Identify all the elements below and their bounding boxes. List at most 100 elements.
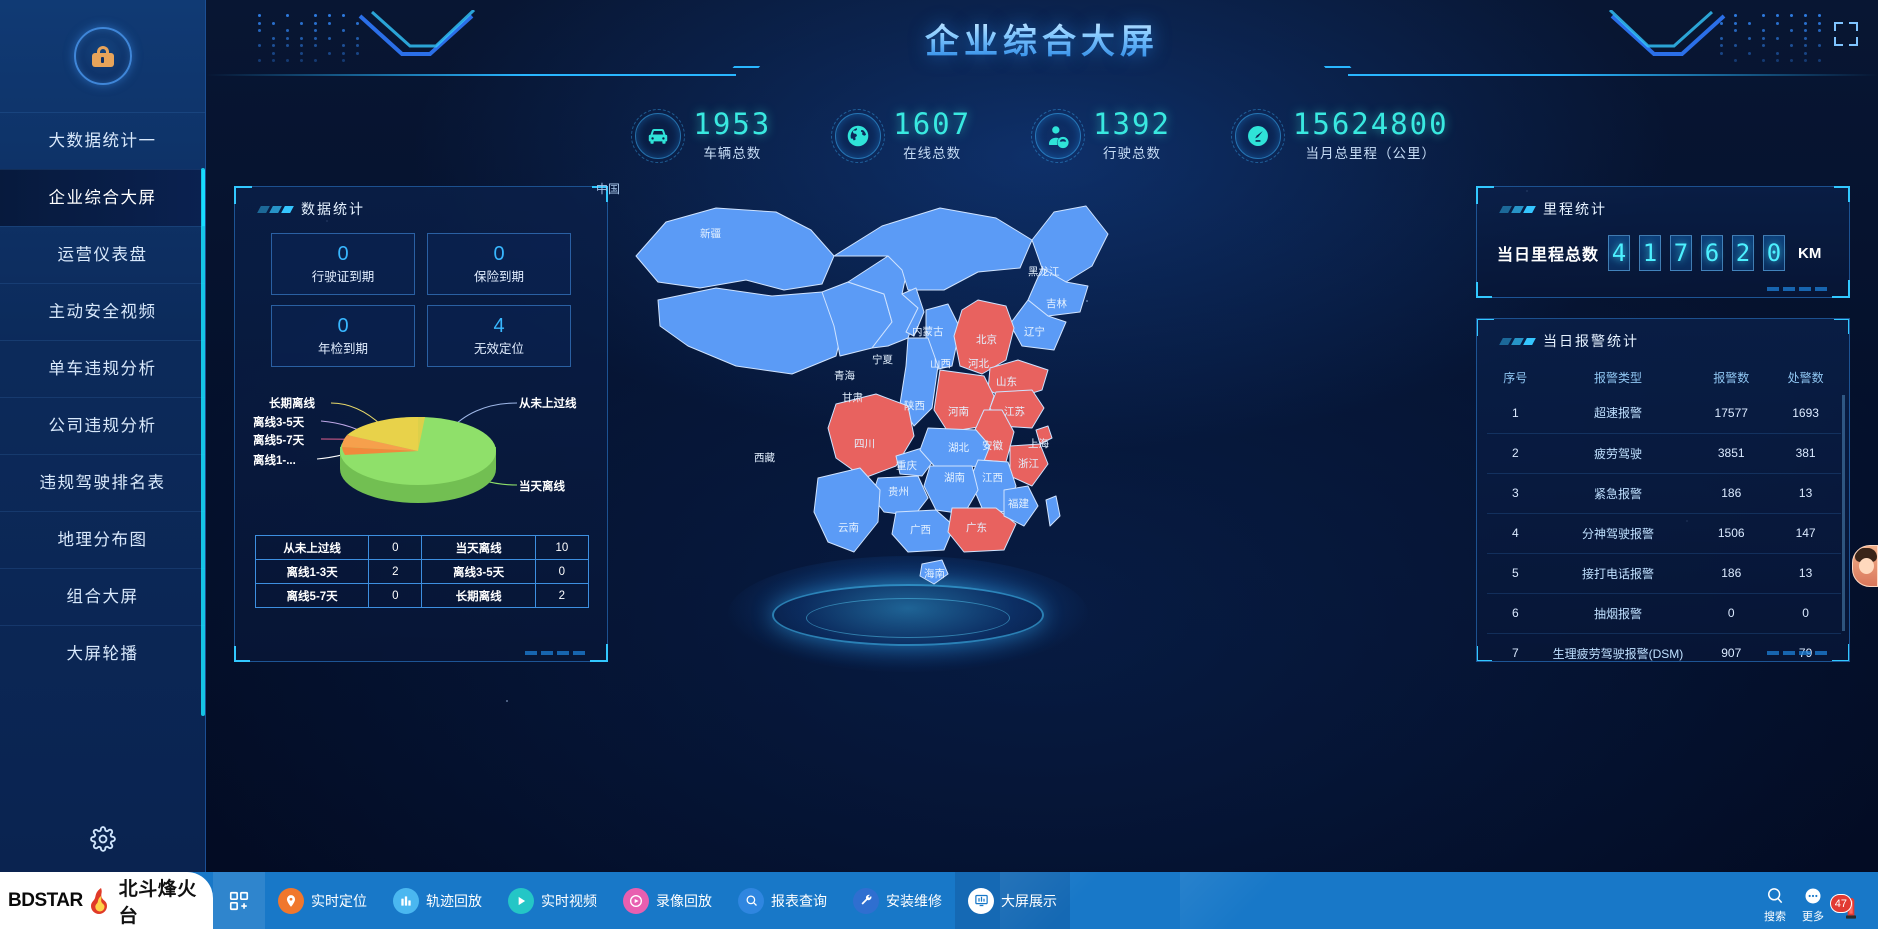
cell-handled: 381 [1770,433,1841,473]
taskbar-more-button[interactable]: 更多 [1802,885,1824,929]
brand-name-cn: 北斗烽火台 [119,874,213,928]
cell-key: 从未上过线 [256,536,369,560]
sidebar-item-3[interactable]: 主动安全视频 [0,283,205,340]
search-icon [1764,885,1786,907]
table-row[interactable]: 4 分神驾驶报警 1506 147 [1487,513,1841,553]
pie-label-never-online: 从未上过线 [519,395,577,411]
sidebar-item-4[interactable]: 单车违规分析 [0,340,205,397]
stat-card-license-expiry[interactable]: 0 行驶证到期 [271,233,415,295]
taskbar-item-label: 安装维修 [886,891,942,911]
province-label-jiangsu: 江苏 [1004,404,1025,419]
star-decoration [506,700,508,702]
table-row[interactable]: 2 疲劳驾驶 3851 381 [1487,433,1841,473]
taskbar-item-label: 实时定位 [311,891,367,911]
kpi-label: 当月总里程（公里） [1293,142,1449,162]
taskbar-item-realtime-video[interactable]: 实时视频 [495,872,610,929]
sidebar-item-7[interactable]: 地理分布图 [0,511,205,568]
apps-grid-icon[interactable] [213,872,265,929]
sidebar-item-1[interactable]: 企业综合大屏 [0,169,205,226]
kpi-value: 1953 [693,110,771,140]
stat-label: 无效定位 [474,338,524,357]
odometer-unit: KM [1798,245,1821,262]
cell-type: 疲劳驾驶 [1544,433,1693,473]
column-header-index: 序号 [1487,361,1544,393]
table-row[interactable]: 5 接打电话报警 186 13 [1487,553,1841,593]
cell-type: 分神驾驶报警 [1544,513,1693,553]
pie-label-offline-1-3: 离线1-... [253,452,296,468]
kpi-value: 1392 [1093,110,1171,140]
sidebar-item-5[interactable]: 公司违规分析 [0,397,205,454]
province-label-qinghai: 青海 [834,368,855,383]
province-label-jilin: 吉林 [1046,296,1067,311]
stat-card-annual-inspection[interactable]: 0 年检到期 [271,305,415,367]
table-header-row: 序号 报警类型 报警数 处警数 [1487,361,1841,393]
stat-label: 保险到期 [474,266,524,285]
panel-dash-decoration [525,651,585,655]
taskbar-item-report-query[interactable]: 报表查询 [725,872,840,929]
daily-alarm-statistics-panel: 当日报警统计 序号 报警类型 报警数 处警数 1 超速报警 17577 [1476,318,1850,662]
sidebar-item-9[interactable]: 大屏轮播 [0,625,205,682]
taskbar: BDSTAR 北斗烽火台 [0,872,1878,929]
china-map-svg[interactable] [596,160,1216,630]
wrench-icon [853,888,879,914]
slashes-icon [1501,338,1534,345]
province-label-heilongjiang: 黑龙江 [1028,264,1060,279]
speedometer-icon [1235,113,1281,159]
cell-count: 0 [1692,593,1770,633]
table-row[interactable]: 3 紧急报警 186 13 [1487,473,1841,513]
sidebar-item-6[interactable]: 违规驾驶排名表 [0,454,205,511]
cell-index: 4 [1487,513,1544,553]
cell-handled: 13 [1770,553,1841,593]
sidebar-item-0[interactable]: 大数据统计一 [0,112,205,169]
mileage-statistics-panel: 里程统计 当日里程总数 4 1 7 6 2 0 KM [1476,186,1850,298]
odometer-digit: 2 [1732,235,1754,271]
cell-value: 2 [369,560,422,584]
province-label-fujian: 福建 [1008,496,1029,511]
sidebar: 大数据统计一 企业综合大屏 运营仪表盘 主动安全视频 单车违规分析 公司违规分析… [0,0,206,872]
assistant-avatar[interactable] [1852,545,1878,587]
cell-handled: 0 [1770,593,1841,633]
taskbar-apps: 实时定位 轨迹回放 实时视频 录像回放 [213,872,1070,929]
taskbar-item-track-playback[interactable]: 轨迹回放 [380,872,495,929]
cell-handled: 147 [1770,513,1841,553]
location-pin-icon [278,888,304,914]
header: 企业综合大屏 [206,0,1878,92]
table-row[interactable]: 7 生理疲劳驾驶报警(DSM) 907 79 [1487,633,1841,662]
china-map[interactable]: 中国 [596,160,1216,680]
gear-icon [90,826,116,852]
cell-count: 17577 [1692,393,1770,433]
driver-icon [1035,113,1081,159]
table-row[interactable]: 1 超速报警 17577 1693 [1487,393,1841,433]
stat-card-insurance-expiry[interactable]: 0 保险到期 [427,233,571,295]
alarm-table-scrollbar[interactable] [1842,395,1845,631]
cell-type: 接打电话报警 [1544,553,1693,593]
sidebar-item-2[interactable]: 运营仪表盘 [0,226,205,283]
taskbar-item-record-playback[interactable]: 录像回放 [610,872,725,929]
brand-logo[interactable]: BDSTAR 北斗烽火台 [0,872,213,929]
sidebar-nav[interactable]: 大数据统计一 企业综合大屏 运营仪表盘 主动安全视频 单车违规分析 公司违规分析… [0,112,205,806]
panel-title-text: 当日报警统计 [1543,331,1639,351]
taskbar-right-label: 搜索 [1764,908,1786,924]
sidebar-settings-button[interactable] [0,806,205,872]
slashes-icon [1501,206,1534,213]
stat-value: 0 [337,316,348,336]
fullscreen-icon[interactable] [1834,22,1858,46]
cell-type: 抽烟报警 [1544,593,1693,633]
kpi-driving-total: 1392 行驶总数 [1035,110,1171,163]
data-statistics-panel: 数据统计 0 行驶证到期 0 保险到期 0 年检到期 4 无效定位 [234,186,608,662]
stat-card-invalid-position[interactable]: 4 无效定位 [427,305,571,367]
sidebar-item-8[interactable]: 组合大屏 [0,568,205,625]
panel-header: 当日报警统计 [1501,331,1639,351]
taskbar-right-label: 更多 [1802,908,1824,924]
table-row[interactable]: 6 抽烟报警 0 0 [1487,593,1841,633]
sidebar-scrollbar[interactable] [201,168,205,716]
taskbar-item-install-maintain[interactable]: 安装维修 [840,872,955,929]
taskbar-item-realtime-location[interactable]: 实时定位 [265,872,380,929]
taskbar-item-label: 报表查询 [771,891,827,911]
taskbar-search-button[interactable]: 搜索 [1764,885,1786,929]
kpi-value: 15624800 [1293,110,1449,140]
taskbar-alarm-button[interactable]: 47 [1840,890,1862,929]
province-label-hunan: 湖南 [944,470,965,485]
offline-status-pie-chart[interactable]: 长期离线 离线3-5天 离线5-7天 离线1-... 从未上过线 当天离线 [235,373,609,523]
dashboard-screen: 企业综合大屏 1953 车辆总数 [206,0,1878,872]
